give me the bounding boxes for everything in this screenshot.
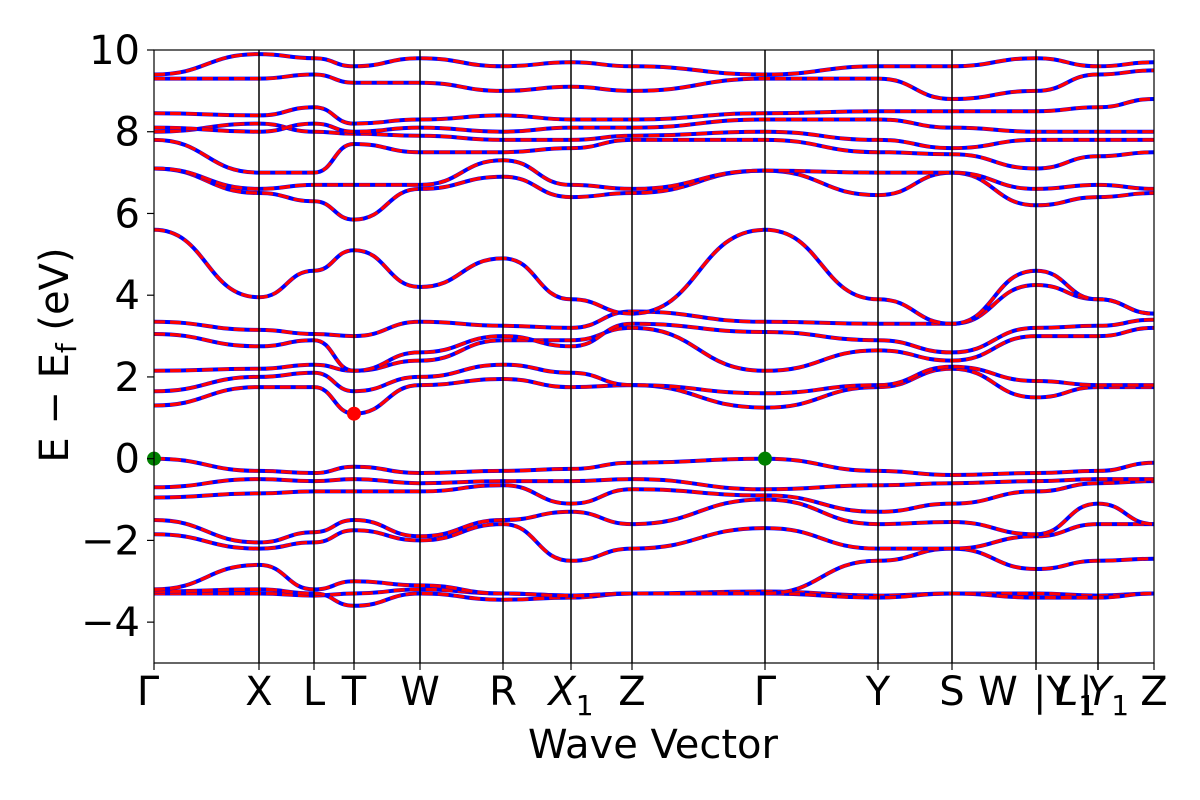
x-tick-label-2: L [303,669,326,715]
x-axis-ticks: Γ X L T W R X1 Z Γ Y S W |YL1|Y1 Z [137,663,1168,722]
band-14-series-1-line [154,166,1154,222]
y-tick-label-5: 6 [115,191,140,237]
y-tick-label-7: 10 [89,28,140,74]
band-6-series-1-line [154,477,1154,491]
band-20-series-1-line [154,68,1154,101]
band-16-series-0-line [154,137,1154,175]
x-tick-label-4: W [400,669,440,715]
plot-frame [153,49,1155,664]
x-tick-label-14: | [1079,669,1092,715]
x-tick-label-9: Y [865,669,891,715]
band-21-series-1-line [154,52,1154,77]
band-4-series-1-line [154,497,1154,545]
y-tick-label-0: −4 [81,600,140,646]
x-tick-label-10: S [939,669,964,715]
x-tick-label-0: Γ [137,669,160,715]
x-tick-label-15: Y1 [1087,669,1129,722]
y-tick-label-1: −2 [81,518,140,564]
y-tick-label-6: 8 [115,110,140,156]
y-axis-label: E − Ef (eV) [32,247,83,462]
y-axis-label-unit: (eV) [32,247,78,343]
band-10-series-1-line [154,326,1154,373]
x-tick-label-12: |Y [1033,669,1071,715]
band-5-series-0-line [154,479,1154,514]
band-16-series-1-line [154,138,1154,175]
band-5-series-1-line [154,479,1154,514]
x-tick-label-6: X1 [546,669,593,722]
y-tick-label-2: 0 [115,437,140,483]
band-1-series-1-line [154,587,1154,608]
x-tick-label-3: T [341,669,367,715]
band-13-series-0-line [154,227,1154,326]
band-19-series-1-line [154,97,1154,126]
band-2-series-1-line [154,546,1154,598]
bands-layer [154,52,1154,608]
band-3-series-0-line [154,522,1154,563]
extremum-point-1 [758,451,772,466]
x-tick-label-7: Z [618,669,645,715]
x-tick-label-1: X [245,669,272,715]
x-tick-label-5: R [489,669,517,715]
y-tick-label-3: 2 [115,355,140,401]
x-tick-label-13: L1 [1056,669,1096,722]
band-7-series-1-line [154,457,1154,477]
extremum-point-2 [347,406,361,421]
band-18-series-1-line [154,117,1154,134]
x-axis-label: Wave Vector [528,722,779,768]
band-9-series-1-line [154,363,1154,395]
y-axis-label-sub: f [50,342,83,353]
band-14-series-0-line [154,166,1154,222]
x-tick-label-11: W [978,669,1018,715]
high-symmetry-lines [258,50,1099,663]
band-4-series-0-line [154,497,1154,545]
y-axis-ticks: −4 −2 0 2 4 6 8 10 [81,28,154,646]
x-tick-label-16: Z [1140,669,1167,715]
x-tick-label-8: Γ [754,669,777,715]
y-tick-label-4: 4 [115,273,140,319]
extremum-points [147,406,772,466]
band-17-series-1-line [154,121,1154,150]
y-axis-label-main: E − E [32,353,78,463]
band-11-series-1-line [154,318,1154,373]
band-15-series-1-line [154,158,1154,191]
